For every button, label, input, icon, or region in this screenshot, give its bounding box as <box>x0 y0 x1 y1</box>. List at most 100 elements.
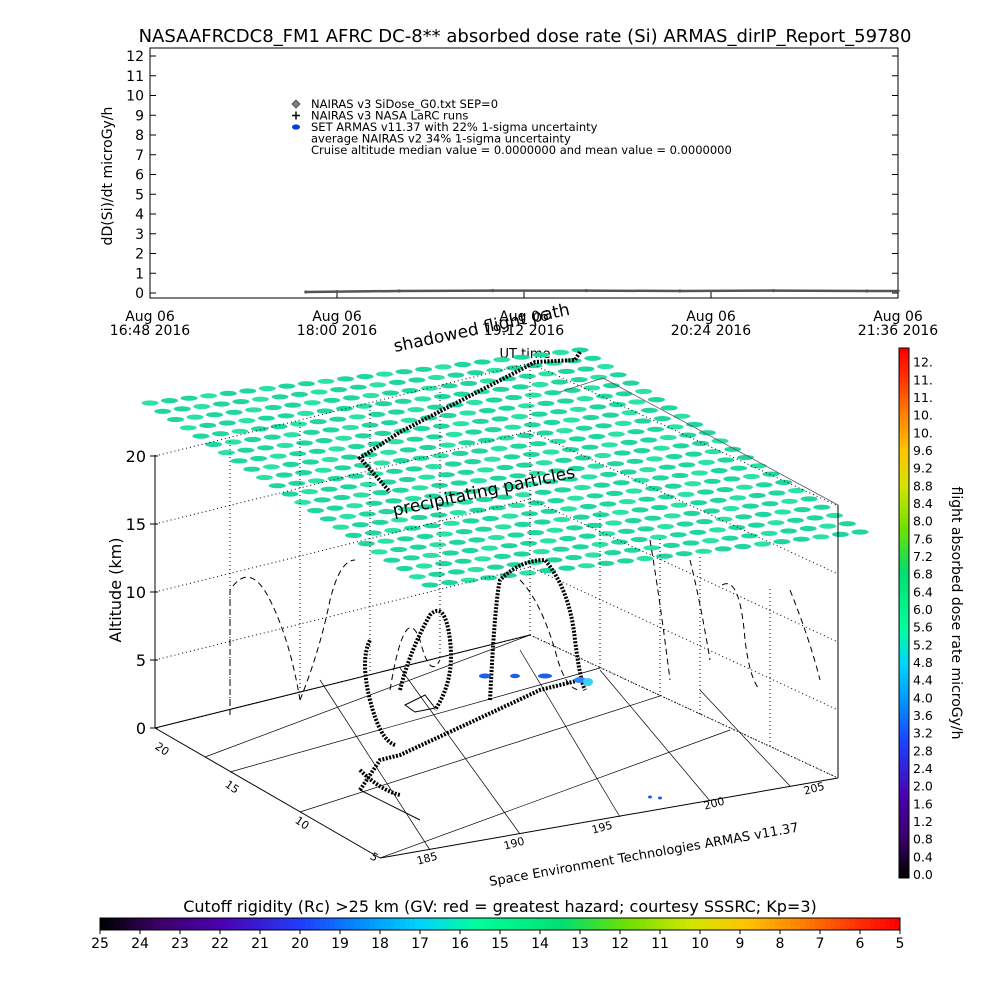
rigidity-layer <box>141 347 869 588</box>
rigidity-cell <box>460 577 478 583</box>
rigidity-cell <box>447 569 465 575</box>
rigidity-cell <box>832 531 849 538</box>
colorbar-segment <box>899 748 909 754</box>
colorbar-segment <box>899 833 909 839</box>
rigidity-cell <box>675 551 693 557</box>
rigidity-cell <box>806 515 824 521</box>
rigidity-cell <box>487 534 505 541</box>
rigidity-tick-label: 18 <box>371 936 389 952</box>
colorbar-segment <box>775 918 781 930</box>
colorbar-segment <box>355 918 361 930</box>
rigidity-cell <box>686 421 703 428</box>
colorbar-segment <box>425 918 431 930</box>
dose-rate-tick-label: 12. <box>913 355 933 370</box>
colorbar-segment <box>899 808 909 814</box>
rigidity-cell <box>250 455 268 462</box>
rigidity-cell <box>498 405 516 411</box>
grid-line <box>154 362 531 457</box>
rigidity-cell <box>741 533 758 539</box>
rigidity-cell <box>141 400 159 406</box>
colorbar-segment <box>200 918 206 930</box>
rigidity-cell <box>541 479 559 485</box>
rigidity-cell <box>761 501 779 507</box>
rigidity-cell <box>747 522 765 528</box>
colorbar-segment <box>899 673 909 679</box>
rigidity-cell <box>410 514 428 521</box>
rigidity-cell <box>600 471 618 477</box>
y-tick-label: 5 <box>135 187 144 203</box>
dose-rate-colorbar: 0.0 0.4 0.8 1.2 1.6 2.0 2.4 2.8 3.2 3.6 4.0 4.4 4.8 5… <box>898 347 964 882</box>
colorbar-segment <box>899 558 909 564</box>
rigidity-cell <box>342 395 360 401</box>
rigidity-cell <box>315 438 333 444</box>
y-tick-label: 8 <box>135 128 144 144</box>
rigidity-cell <box>302 459 319 465</box>
colorbar-segment <box>575 918 581 930</box>
colorbar-segment <box>899 353 909 359</box>
rigidity-cell <box>355 403 373 409</box>
colorbar-segment <box>899 778 909 784</box>
rigidity-cell <box>421 385 438 391</box>
rigidity-cell <box>622 380 640 386</box>
rigidity-cell <box>586 493 604 499</box>
rigidity-cell <box>462 518 480 524</box>
rigidity-cell <box>225 409 243 415</box>
rigidity-cell <box>200 393 218 399</box>
rigidity-cell <box>289 451 307 457</box>
colorbar-segment <box>899 453 909 459</box>
rigidity-cell <box>534 489 552 495</box>
rigidity-cell <box>494 524 512 530</box>
rigidity-colorbar: Cutoff rigidity (Rc) >25 km (GV: red = g… <box>91 897 904 952</box>
dose-rate-tick-label: 2.8 <box>913 743 933 758</box>
colorbar-segment <box>899 843 909 849</box>
colorbar-segment <box>440 918 446 930</box>
rigidity-cell <box>347 443 365 450</box>
rigidity-cell <box>826 512 843 519</box>
rigidity-cell <box>369 382 387 388</box>
rigidity-cell <box>590 374 608 380</box>
rigidity-tick-label: 11 <box>651 936 669 952</box>
rigidity-cell <box>358 511 376 517</box>
colorbar-segment <box>125 918 131 930</box>
rigidity-cell <box>722 505 740 512</box>
colorbar-segment <box>690 918 696 930</box>
rigidity-cell <box>429 542 447 548</box>
colorbar-segment <box>820 918 826 930</box>
floor-line <box>229 667 601 773</box>
colorbar-segment <box>870 918 876 930</box>
rigidity-cell <box>424 493 442 499</box>
z-tick-label: 15 <box>126 515 146 534</box>
rigidity-cell <box>626 458 644 464</box>
rigidity-cell <box>372 490 390 496</box>
colorbar-segment <box>430 918 436 930</box>
colorbar-segment <box>899 803 909 809</box>
rigidity-cell <box>628 399 646 405</box>
rigidity-cell <box>554 487 572 493</box>
rigidity-cell <box>579 503 597 510</box>
floor-line <box>699 689 791 787</box>
colorbar-segment <box>899 873 909 879</box>
flight-path-segment <box>398 608 453 712</box>
rigidity-cell <box>755 482 773 488</box>
colorbar-segment <box>899 633 909 639</box>
colorbar-segment <box>899 798 909 804</box>
colorbar-segment <box>695 918 701 930</box>
rigidity-cell <box>561 476 578 482</box>
rigidity-cell <box>390 546 408 553</box>
colorbar-segment <box>100 918 106 930</box>
rigidity-cell <box>631 507 649 513</box>
colorbar-segment <box>899 508 909 514</box>
rigidity-cell <box>477 437 495 443</box>
rigidity-cell <box>427 374 445 381</box>
rigidity-cell <box>251 426 268 432</box>
rigidity-cell <box>377 538 395 544</box>
colorbar-segment <box>899 868 909 874</box>
colorbar-segment <box>605 918 611 930</box>
colorbar-segment <box>260 918 266 930</box>
rigidity-cell <box>523 422 541 428</box>
rigidity-cell <box>399 447 417 453</box>
colorbar-segment <box>899 588 909 594</box>
colorbar-segment <box>310 918 316 930</box>
colorbar-segment <box>205 918 211 930</box>
rigidity-cell <box>508 502 526 508</box>
